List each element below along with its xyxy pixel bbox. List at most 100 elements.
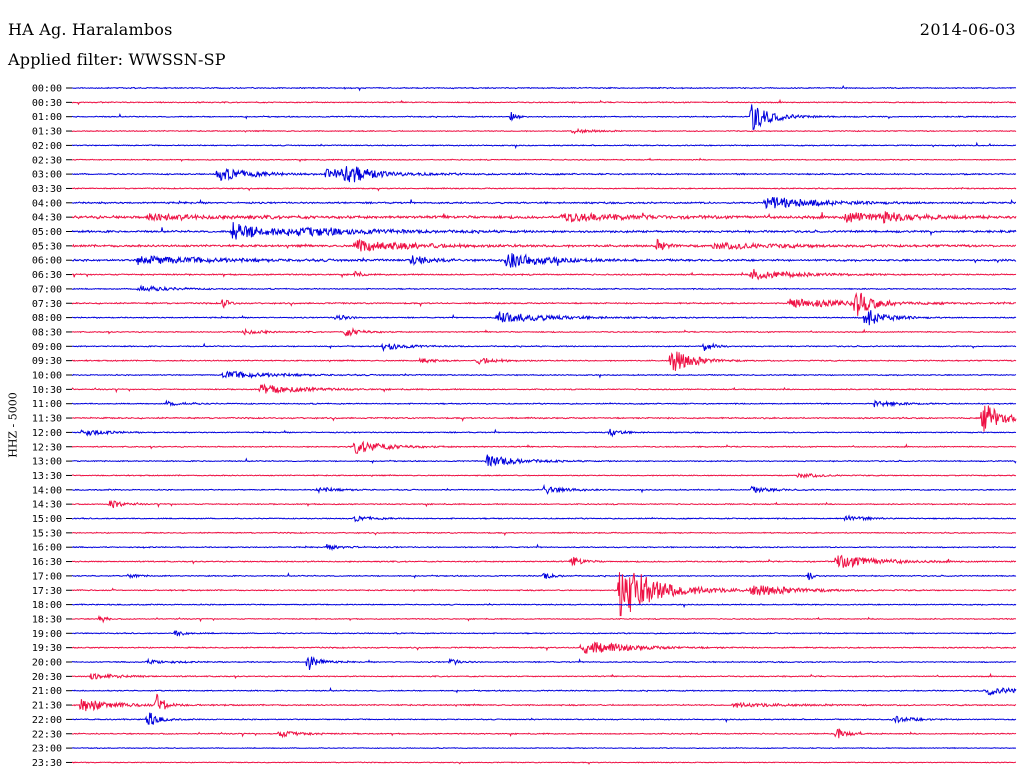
seismic-trace xyxy=(71,499,1017,509)
seismic-trace xyxy=(71,531,1017,537)
time-label: 07:30 xyxy=(32,299,62,310)
time-label: 17:30 xyxy=(32,586,62,597)
seismic-trace xyxy=(71,141,1017,150)
time-label: 03:30 xyxy=(32,184,62,195)
seismic-trace xyxy=(72,405,1017,432)
seismic-trace xyxy=(71,761,1016,765)
seismic-trace xyxy=(71,672,1017,680)
time-label: 00:30 xyxy=(32,98,62,109)
filter-label: Applied filter: WWSSN-SP xyxy=(8,50,226,69)
time-label: 21:00 xyxy=(32,686,62,697)
seismic-trace xyxy=(71,602,1017,609)
time-label: 18:00 xyxy=(32,600,62,611)
time-label: 14:00 xyxy=(32,485,62,496)
time-label: 08:30 xyxy=(32,327,62,338)
time-label: 06:30 xyxy=(32,270,62,281)
seismic-trace xyxy=(71,483,1017,495)
station-title: HA Ag. Haralambos xyxy=(8,20,173,39)
time-label: 00:00 xyxy=(32,84,62,95)
date-label: 2014-06-03 xyxy=(919,20,1016,39)
time-label: 07:00 xyxy=(32,284,62,295)
seismic-trace xyxy=(71,104,1017,131)
time-label: 12:00 xyxy=(32,428,62,439)
seismic-trace xyxy=(71,370,1017,379)
seismic-trace xyxy=(71,686,1017,696)
time-label: 09:00 xyxy=(32,342,62,353)
seismic-trace xyxy=(71,327,1017,337)
time-label: 16:30 xyxy=(32,557,62,568)
seismic-trace xyxy=(71,728,1017,739)
seismic-trace xyxy=(71,693,1017,712)
seismic-trace xyxy=(72,342,1017,353)
time-label: 03:00 xyxy=(32,170,62,181)
seismic-trace xyxy=(72,238,1016,252)
seismic-trace xyxy=(71,641,1017,654)
seismic-trace xyxy=(71,543,1017,552)
seismic-trace xyxy=(71,211,1017,224)
seismic-trace xyxy=(71,383,1017,395)
time-label: 18:30 xyxy=(32,614,62,625)
time-label: 20:30 xyxy=(32,672,62,683)
time-label: 08:00 xyxy=(32,313,62,324)
seismic-trace xyxy=(72,630,1017,637)
seismic-trace xyxy=(71,351,1017,371)
seismic-trace xyxy=(71,310,1017,326)
time-label: 09:30 xyxy=(32,356,62,367)
time-label: 15:00 xyxy=(32,514,62,525)
time-label: 13:30 xyxy=(32,471,62,482)
seismic-trace xyxy=(71,186,1017,192)
seismic-trace xyxy=(71,656,1017,670)
time-label: 11:30 xyxy=(32,414,62,425)
time-label: 10:00 xyxy=(32,371,62,382)
seismic-trace xyxy=(72,85,1017,92)
time-label: 19:00 xyxy=(32,629,62,640)
seismic-trace xyxy=(71,166,1017,183)
time-label: 19:30 xyxy=(32,643,62,654)
time-label: 12:30 xyxy=(32,442,62,453)
seismic-trace xyxy=(71,222,1017,240)
seismic-trace xyxy=(71,197,1016,210)
time-label: 02:30 xyxy=(32,155,62,166)
trace-group xyxy=(71,85,1017,765)
time-label: 10:30 xyxy=(32,385,62,396)
seismic-trace xyxy=(71,268,1017,281)
seismic-trace xyxy=(71,712,1017,725)
seismic-trace xyxy=(71,157,1017,163)
seismic-trace xyxy=(72,614,1017,624)
time-label: 01:30 xyxy=(32,127,62,138)
time-label: 05:30 xyxy=(32,241,62,252)
seismic-trace xyxy=(71,127,1017,135)
time-label: 15:30 xyxy=(32,528,62,539)
seismic-trace xyxy=(71,472,1017,479)
seismic-trace xyxy=(71,292,1016,316)
time-label: 01:00 xyxy=(32,112,62,123)
time-label-group: 00:00 00:30 01:00 01:30 02:00 02:30 03:00 03:30… xyxy=(32,84,72,769)
seismic-trace xyxy=(71,284,1017,292)
seismic-trace xyxy=(71,253,1017,269)
time-label: 06:00 xyxy=(32,256,62,267)
time-label: 20:00 xyxy=(32,658,62,669)
seismic-trace xyxy=(71,98,1016,106)
time-label: 22:00 xyxy=(32,715,62,726)
time-label: 02:00 xyxy=(32,141,62,152)
seismic-trace xyxy=(71,572,1017,617)
time-label: 05:00 xyxy=(32,227,62,238)
time-label: 17:00 xyxy=(32,571,62,582)
seismic-trace xyxy=(71,746,1016,750)
time-label: 04:00 xyxy=(32,198,62,209)
seismic-trace xyxy=(72,514,1017,523)
time-label: 11:00 xyxy=(32,399,62,410)
seismic-trace xyxy=(71,428,1017,438)
time-label: 04:30 xyxy=(32,213,62,224)
seismic-trace xyxy=(71,440,1017,454)
seismic-trace xyxy=(72,399,1017,408)
time-label: 22:30 xyxy=(32,729,62,740)
seismic-trace xyxy=(71,454,1017,467)
time-label: 21:30 xyxy=(32,701,62,712)
time-label: 14:30 xyxy=(32,500,62,511)
time-label: 13:00 xyxy=(32,457,62,468)
seismic-trace xyxy=(72,572,1017,581)
time-label: 16:00 xyxy=(32,543,62,554)
time-label: 23:00 xyxy=(32,744,62,755)
